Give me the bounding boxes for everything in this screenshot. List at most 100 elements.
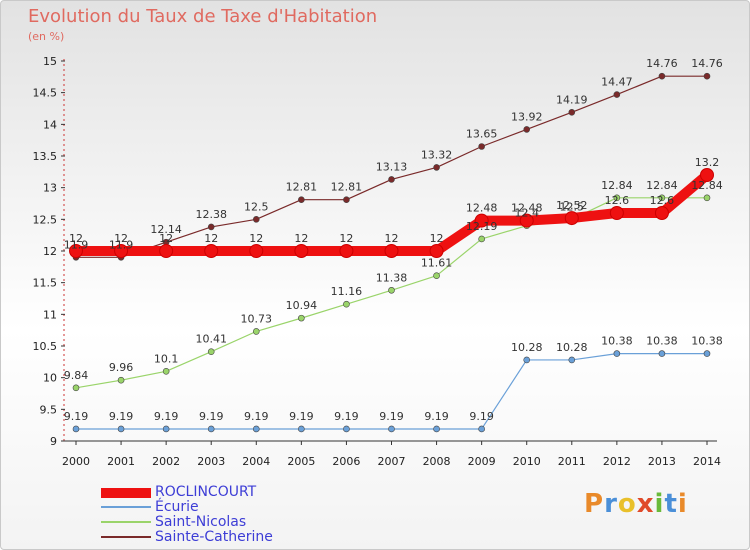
data-label: 12 <box>159 232 173 245</box>
legend-swatch <box>101 536 151 538</box>
data-label: 10.28 <box>511 341 543 354</box>
data-label: 12 <box>385 232 399 245</box>
data-label: 12.84 <box>601 179 633 192</box>
data-point <box>478 235 485 243</box>
data-point <box>658 72 666 80</box>
data-point <box>204 244 219 258</box>
data-label: 12 <box>430 232 444 245</box>
data-point <box>523 126 531 133</box>
x-tick-label: 2009 <box>468 455 496 468</box>
data-label: 9.19 <box>469 410 494 423</box>
data-label: 9.19 <box>334 410 359 423</box>
data-label: 12 <box>249 232 263 245</box>
data-label: 9.19 <box>109 410 134 423</box>
data-label: 9.19 <box>64 410 89 423</box>
data-label: 9.19 <box>244 410 269 423</box>
chart-title: Evolution du Taux de Taxe d'Habitation <box>28 6 378 27</box>
y-tick-label: 11 <box>43 308 57 321</box>
data-point <box>433 425 440 433</box>
x-tick-label: 2006 <box>332 455 360 468</box>
data-point <box>654 206 669 220</box>
data-label: 14.76 <box>691 57 723 70</box>
x-tick-label: 2011 <box>558 455 586 468</box>
y-tick-label: 12 <box>43 245 57 258</box>
data-point <box>69 244 83 258</box>
data-label: 9.19 <box>289 410 314 423</box>
data-label: 12.6 <box>605 194 630 207</box>
data-point <box>117 425 125 433</box>
data-label: 13.32 <box>421 148 453 161</box>
data-point <box>298 196 305 203</box>
data-point <box>613 194 621 202</box>
data-label: 11.9 <box>64 238 89 251</box>
data-label: 13.2 <box>695 156 720 169</box>
data-point <box>658 194 666 202</box>
data-point <box>478 143 485 150</box>
data-point <box>388 286 395 294</box>
y-tick-label: 10 <box>43 372 57 385</box>
data-point <box>388 176 395 183</box>
data-label: 10.41 <box>195 333 227 346</box>
legend-label: Sainte-Catherine <box>155 529 273 545</box>
data-label: 11.9 <box>109 238 134 251</box>
legend-label: Saint-Nicolas <box>155 514 247 530</box>
x-tick-label: 2004 <box>242 455 270 468</box>
data-label: 12.4 <box>514 207 539 220</box>
data-point <box>162 425 170 433</box>
data-label: 13.13 <box>376 160 408 173</box>
data-label: 14.76 <box>646 57 678 70</box>
data-point <box>568 109 576 116</box>
legend-label: Écurie <box>155 499 199 515</box>
data-label: 12.38 <box>195 208 227 221</box>
data-label: 12.84 <box>646 179 678 192</box>
y-tick-label: 13 <box>43 182 57 195</box>
y-tick-label: 14.5 <box>33 87 58 100</box>
data-point <box>519 213 534 228</box>
data-label: 12.81 <box>331 181 363 194</box>
data-point <box>703 350 711 357</box>
data-point <box>343 196 350 203</box>
x-tick-label: 2002 <box>152 455 180 468</box>
data-label: 13.65 <box>466 128 498 141</box>
data-point <box>564 211 579 226</box>
x-tick-label: 2000 <box>62 455 90 468</box>
data-point <box>433 272 440 280</box>
data-label: 12 <box>204 232 218 245</box>
data-point <box>114 244 129 258</box>
data-label: 12.6 <box>650 194 675 207</box>
data-label: 12.48 <box>466 202 498 215</box>
data-point <box>72 384 80 392</box>
y-tick-label: 15 <box>43 55 57 68</box>
chart-axes: 9 9.5 10 10.5 11 11.5 12 12.5 13 13.5 14 14.5 15 2000… <box>33 55 722 468</box>
x-tick-label: 2010 <box>513 455 541 468</box>
chart-data-labels: 12 12 12 12 12 12 12 12 12 12.48 12.48 12.52 12.6 12.… <box>64 57 723 423</box>
data-label: 12.14 <box>150 223 182 236</box>
data-label: 10.1 <box>154 352 179 365</box>
data-point <box>252 425 260 433</box>
data-point <box>703 194 711 202</box>
data-point <box>252 328 260 335</box>
data-label: 10.38 <box>601 335 633 348</box>
y-tick-label: 11.5 <box>33 277 58 290</box>
data-point <box>609 206 624 220</box>
data-point <box>523 356 531 364</box>
data-point <box>700 168 714 182</box>
proxiti-logo: Proxiti <box>584 489 688 519</box>
data-point <box>207 223 215 231</box>
data-point <box>384 244 399 258</box>
x-tick-label: 2012 <box>603 455 631 468</box>
data-label: 12.52 <box>556 199 588 212</box>
data-label: 14.19 <box>556 93 588 106</box>
data-label: 9.96 <box>109 361 134 374</box>
x-tick-label: 2005 <box>287 455 315 468</box>
x-tick-label: 2007 <box>378 455 406 468</box>
x-tick-label: 2003 <box>197 455 225 468</box>
data-point <box>72 425 80 433</box>
data-point <box>159 244 174 258</box>
data-point <box>298 314 305 322</box>
data-point <box>162 368 170 375</box>
y-tick-label: 9 <box>50 435 57 448</box>
data-point <box>703 72 711 80</box>
